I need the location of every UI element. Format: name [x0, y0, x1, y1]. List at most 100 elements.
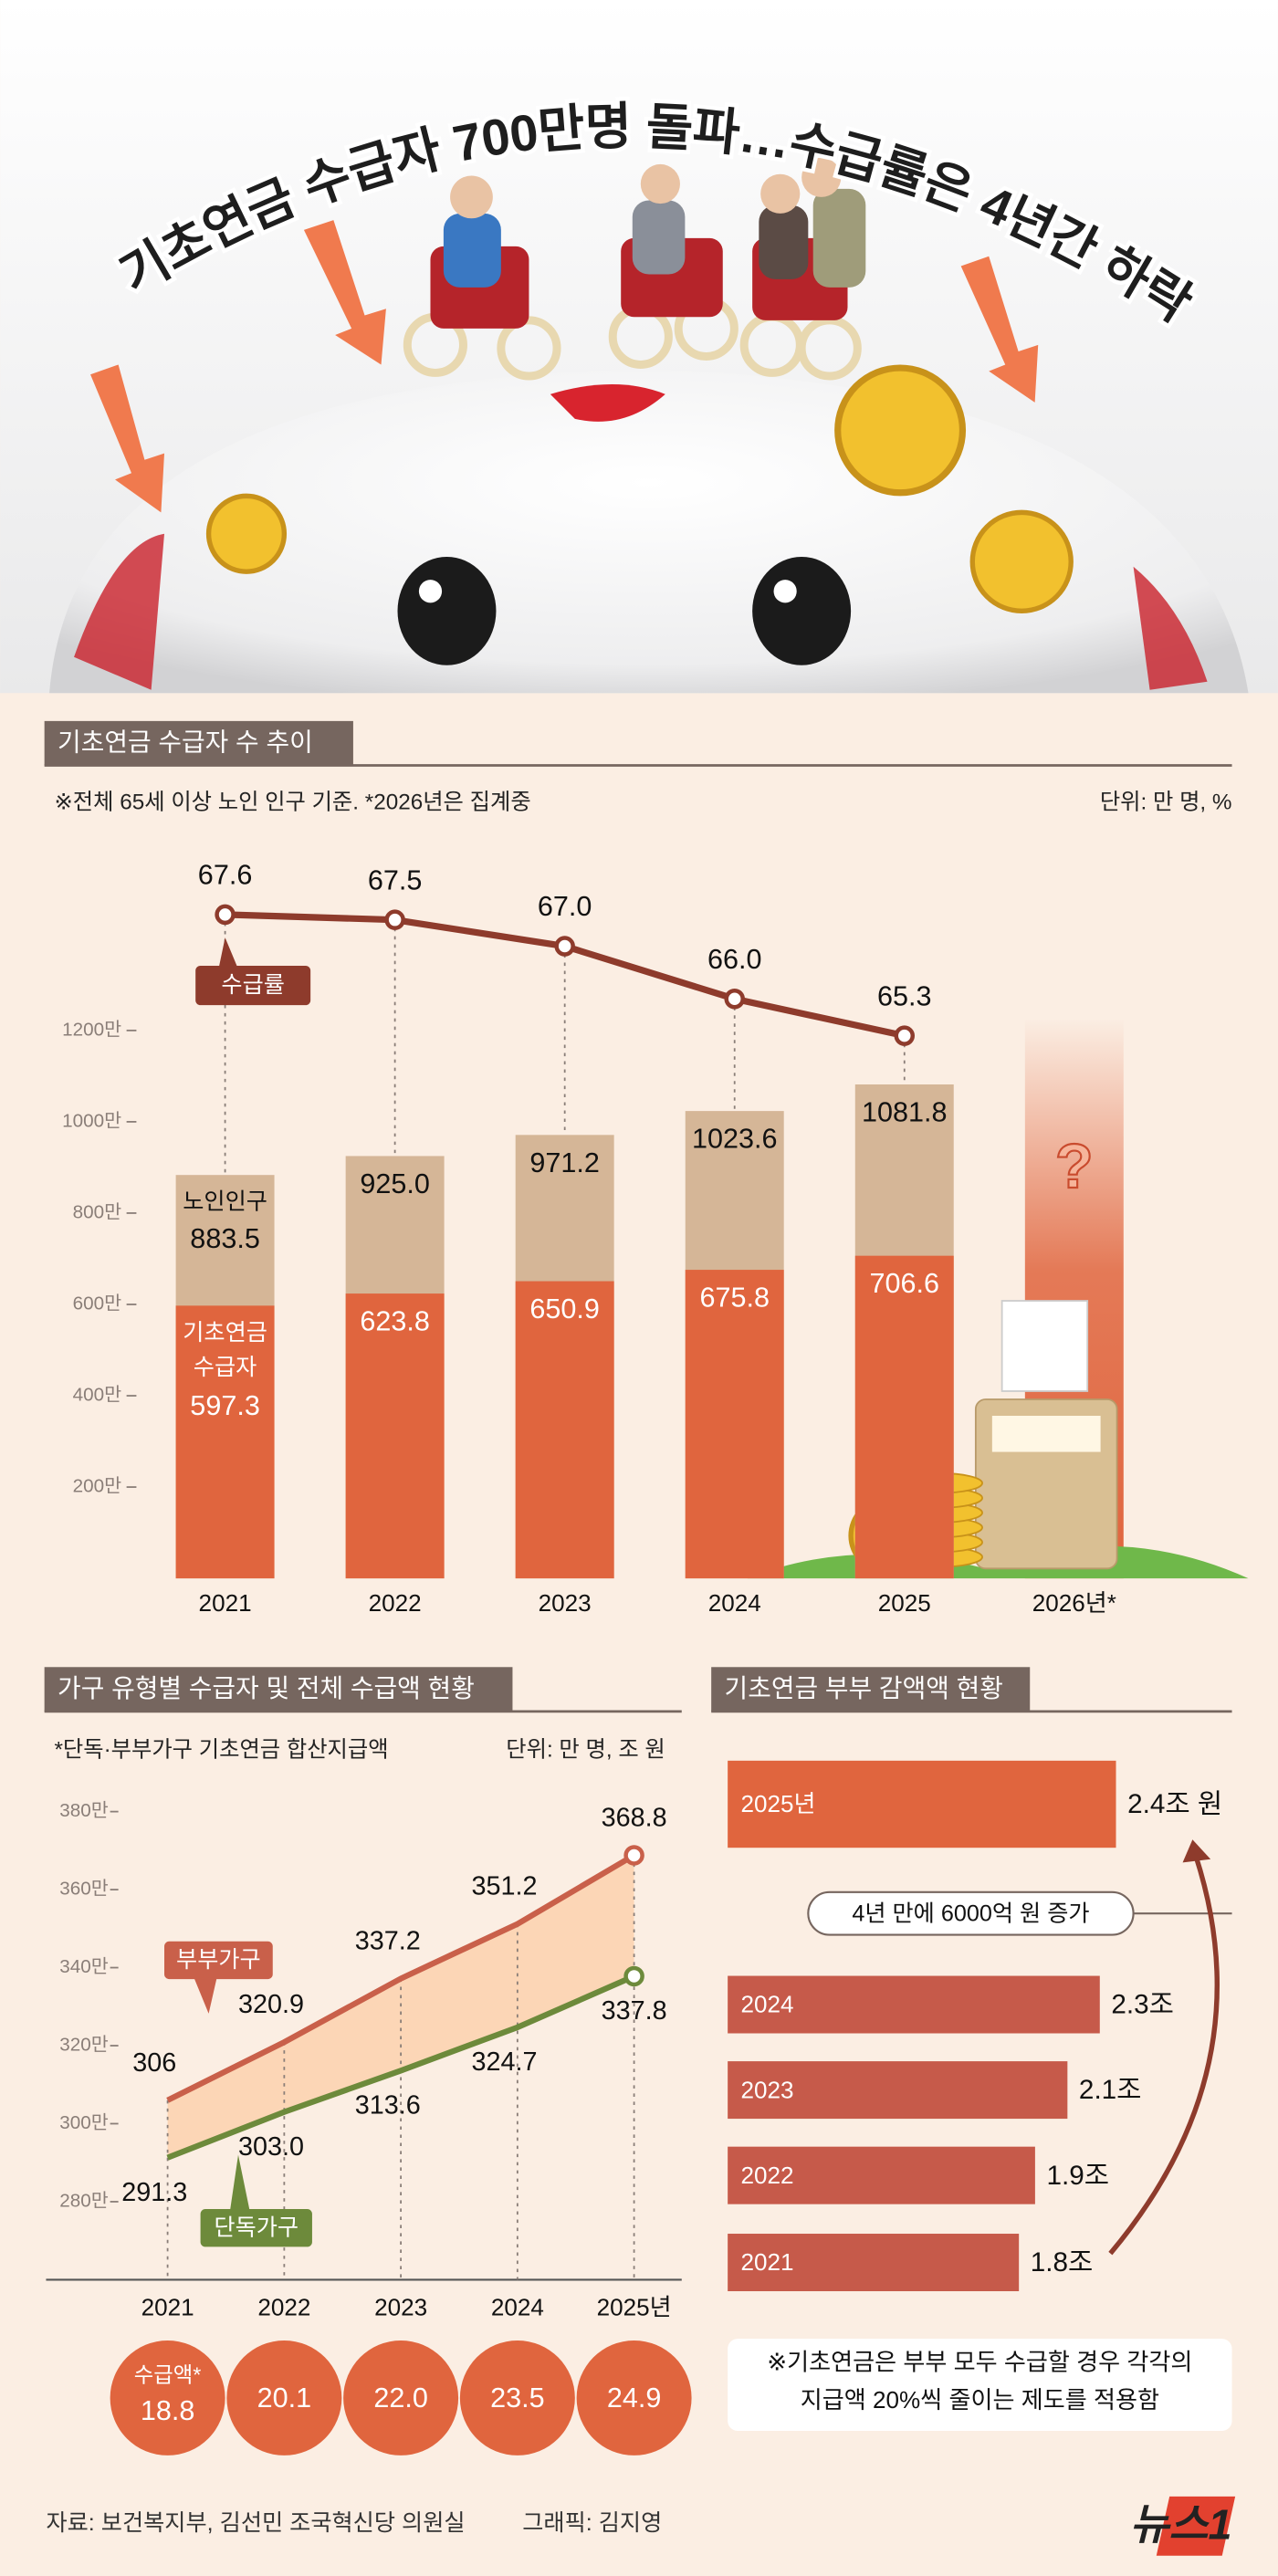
bar: [685, 1270, 784, 1579]
category-label: 2022: [741, 2162, 794, 2189]
rate-point: [724, 988, 745, 1010]
eye-glint: [418, 580, 443, 603]
value-label: 1081.8: [862, 1096, 948, 1127]
rate-line: [225, 911, 906, 1040]
total-label: 20.1: [257, 2382, 312, 2414]
value-label: 925.0: [360, 1168, 430, 1199]
y-tick-label: 280만: [59, 2190, 109, 2211]
category-label: 2025년: [741, 1790, 816, 1817]
rate-point: [554, 936, 575, 957]
note-box: ※기초연금은 부부 모두 수급할 경우 각각의 지급액 20%씩 줄이는 제도를…: [767, 2350, 1193, 2414]
value-label: 597.3: [190, 1390, 260, 1421]
y-tick-label: 300만: [59, 2112, 109, 2133]
y-tick-label: 320만: [59, 2034, 109, 2055]
logo-accent: [1156, 2496, 1236, 2556]
value-label: 650.9: [529, 1293, 600, 1325]
eye: [397, 556, 497, 665]
section-label-bg: [44, 720, 353, 766]
rate-label: 65.3: [877, 980, 932, 1011]
bar: [515, 1281, 614, 1579]
end-point: [623, 1965, 644, 1987]
rate-label: 67.6: [198, 860, 253, 891]
total-name: 수급액*: [134, 2363, 202, 2387]
tag-pointer: [194, 1977, 217, 2014]
bar: [728, 2234, 1020, 2292]
tag-bg: [200, 2209, 312, 2247]
bar: [728, 1760, 1116, 1848]
section-title: 기초연금 부부 감액액 현황: [725, 1674, 1003, 1702]
note: ※기초연금은 부부 모두 수급할 경우 각각의 지급액 20%씩 줄이는 제도를…: [767, 2350, 1193, 2414]
series-line: [166, 1974, 635, 2161]
rate-label: 66.0: [707, 944, 762, 975]
bar: [728, 1975, 1100, 2034]
x-tick-label: 2022: [369, 1589, 422, 1617]
unit: 단위: 만 명, 조 원: [506, 1737, 665, 1762]
piggy-ear: [74, 533, 165, 690]
eye-glint: [773, 580, 797, 603]
coins: [205, 364, 1074, 614]
piggy-ear: [1133, 566, 1208, 690]
series-line: [166, 1852, 636, 2103]
section-label-bg: [711, 1667, 1031, 1712]
x-tick-label: 2025년: [597, 2294, 672, 2321]
y-tick-label: 380만: [59, 1800, 109, 1821]
couple-reduction-chart: 기초연금 부부 감액액 현황 2025년 2.4조 원 2024 2.3조 2023 2.1…: [711, 1667, 1232, 2431]
value-label: 2.4조 원: [1127, 1789, 1222, 1819]
x-tick-label: 2026년*: [1032, 1589, 1116, 1617]
bar: [728, 2061, 1068, 2120]
total-label: 24.9: [607, 2382, 662, 2414]
value-label: 313.6: [355, 2091, 421, 2120]
total-label: 22.0: [373, 2382, 428, 2414]
total-label: 23.5: [490, 2382, 545, 2414]
y-tick-label: 340만: [59, 1956, 109, 1977]
series-label: 기초연금 수급자: [183, 1318, 267, 1380]
total-label: 18.8: [141, 2395, 195, 2426]
category-label: 2021: [741, 2248, 794, 2276]
y-tick-label: 400만: [73, 1385, 122, 1406]
growth-arrowhead: [1182, 1839, 1211, 1863]
series-tag: 부부가구: [176, 1947, 261, 1973]
category-label: 2023: [741, 2076, 794, 2103]
eye: [752, 556, 852, 665]
annotation: 4년 만에 6000억 원 증가: [852, 1901, 1089, 1927]
x-tick-label: 2024: [708, 1589, 761, 1617]
value-label: 351.2: [471, 1872, 537, 1901]
value-label: 1023.6: [692, 1124, 778, 1155]
footer: 자료: 보건복지부, 김선민 조국혁신당 의원실 그래픽: 김지영 뉴스1: [46, 2496, 1236, 2556]
section-title: 기초연금 수급자 수 추이: [58, 728, 313, 756]
value-label: 324.7: [471, 2047, 537, 2077]
value-label: 368.8: [602, 1803, 667, 1832]
total-circle: [576, 2340, 692, 2456]
logo: 뉴스1: [1129, 2500, 1231, 2548]
y-tick-label: 360만: [59, 1879, 109, 1900]
series-tag: 수급률: [221, 972, 285, 998]
section-title: 가구 유형별 수급자 및 전체 수급액 현황: [58, 1674, 475, 1702]
rate-label: 67.0: [538, 891, 592, 922]
rate-point: [215, 904, 236, 926]
calculator-screen: [991, 1415, 1101, 1452]
note: ※전체 65세 이상 노인 인구 기준. *2026년은 집계중: [54, 790, 530, 814]
unit: 단위: 만 명, %: [1100, 790, 1232, 814]
series-tag: 단독가구: [214, 2215, 299, 2240]
bar: [728, 2146, 1035, 2204]
growth-arrow: [1108, 1855, 1220, 2256]
value-label: 706.6: [869, 1268, 939, 1299]
tag-bg: [164, 1941, 273, 1980]
value-label: 971.2: [529, 1147, 600, 1178]
value-label: 2.1조: [1079, 2075, 1142, 2105]
value-label: 623.8: [360, 1306, 430, 1337]
receipt: [1000, 1300, 1089, 1392]
total-circle: [459, 2340, 575, 2456]
value-label: 1.9조: [1046, 2161, 1109, 2191]
value-label: 303.0: [238, 2132, 304, 2162]
annotation-pill: [807, 1890, 1135, 1936]
tag-pointer: [218, 937, 238, 969]
seniors-in-wheelchairs: [403, 157, 866, 381]
down-arrows: [90, 220, 1039, 513]
recipients-chart: 기초연금 수급자 수 추이 ※전체 65세 이상 노인 인구 기준. *2026년…: [44, 720, 1249, 1617]
annotation: ?: [1055, 1132, 1094, 1201]
value-label: 291.3: [121, 2178, 187, 2207]
total-circle: [226, 2340, 342, 2456]
